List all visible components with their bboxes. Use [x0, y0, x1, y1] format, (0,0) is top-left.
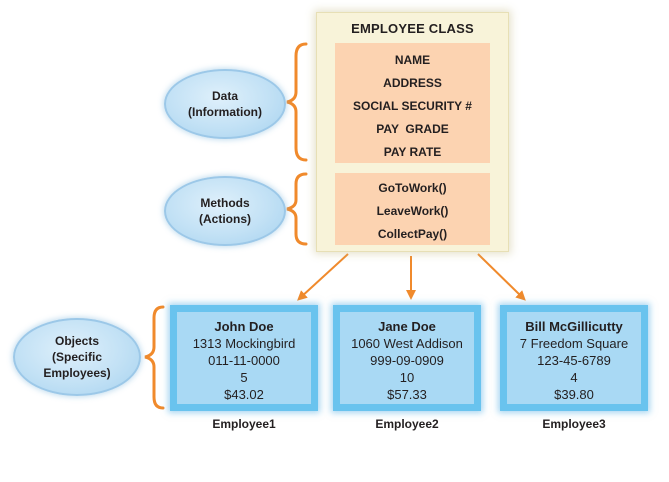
methods-bracket [286, 172, 308, 246]
employee-name: Jane Doe [378, 319, 436, 334]
employee-grade: 4 [570, 370, 578, 385]
employee-class-box: EMPLOYEE CLASS NAME ADDRESS SOCIAL SECUR… [316, 12, 509, 252]
data-ellipse: Data (Information) [164, 69, 286, 139]
employee-rate: $57.33 [387, 387, 427, 402]
employee-rate: $43.02 [224, 387, 264, 402]
objects-sublabel-2: Employees) [43, 366, 111, 380]
employee-name: John Doe [214, 319, 274, 334]
employee-rate: $39.80 [554, 387, 594, 402]
field-pay-rate: PAY RATE [383, 145, 442, 159]
method-gotowork: GoToWork() [378, 181, 447, 195]
methods-sublabel: (Actions) [199, 212, 251, 226]
methods-label: Methods [200, 196, 250, 210]
field-ssn: SOCIAL SECURITY # [353, 99, 472, 113]
employee-address: 1313 Mockingbird [192, 336, 296, 351]
employee-address: 7 Freedom Square [519, 336, 629, 351]
arrow-to-employee1 [297, 253, 349, 301]
data-sublabel: (Information) [188, 105, 262, 119]
employee2-caption: Employee2 [375, 417, 439, 431]
employee1-caption: Employee1 [212, 417, 276, 431]
employee-grade: 5 [240, 370, 248, 385]
method-collectpay: CollectPay() [377, 227, 448, 241]
objects-label: Objects [54, 334, 99, 348]
method-leavework: LeaveWork() [376, 204, 449, 218]
employee3-object: Bill McGillicutty 7 Freedom Square 123-4… [500, 305, 648, 411]
class-title: EMPLOYEE CLASS [351, 21, 474, 36]
employee-ssn: 999-09-0909 [370, 353, 444, 368]
data-bracket [286, 42, 308, 162]
employee-grade: 10 [399, 370, 415, 385]
data-fields-section: NAME ADDRESS SOCIAL SECURITY # PAY GRADE… [335, 43, 490, 163]
methods-ellipse: Methods (Actions) [164, 176, 286, 246]
employee3-caption: Employee3 [542, 417, 606, 431]
employee-name: Bill McGillicutty [525, 319, 623, 334]
employee-address: 1060 West Addison [351, 336, 463, 351]
objects-ellipse: Objects (Specific Employees) [13, 318, 141, 396]
employee-ssn: 011-11-0000 [208, 353, 280, 368]
employee-ssn: 123-45-6789 [537, 353, 611, 368]
objects-bracket [144, 305, 165, 410]
employee2-object: Jane Doe 1060 West Addison 999-09-0909 1… [333, 305, 481, 411]
data-label: Data [211, 89, 238, 103]
field-pay-grade: PAY GRADE [376, 122, 449, 136]
objects-sublabel-1: (Specific [51, 350, 102, 364]
field-name: NAME [394, 53, 431, 67]
arrow-to-employee3 [477, 253, 526, 301]
field-address: ADDRESS [383, 76, 442, 90]
methods-section: GoToWork() LeaveWork() CollectPay() [335, 173, 490, 245]
employee1-object: John Doe 1313 Mockingbird 011-11-0000 5 … [170, 305, 318, 411]
